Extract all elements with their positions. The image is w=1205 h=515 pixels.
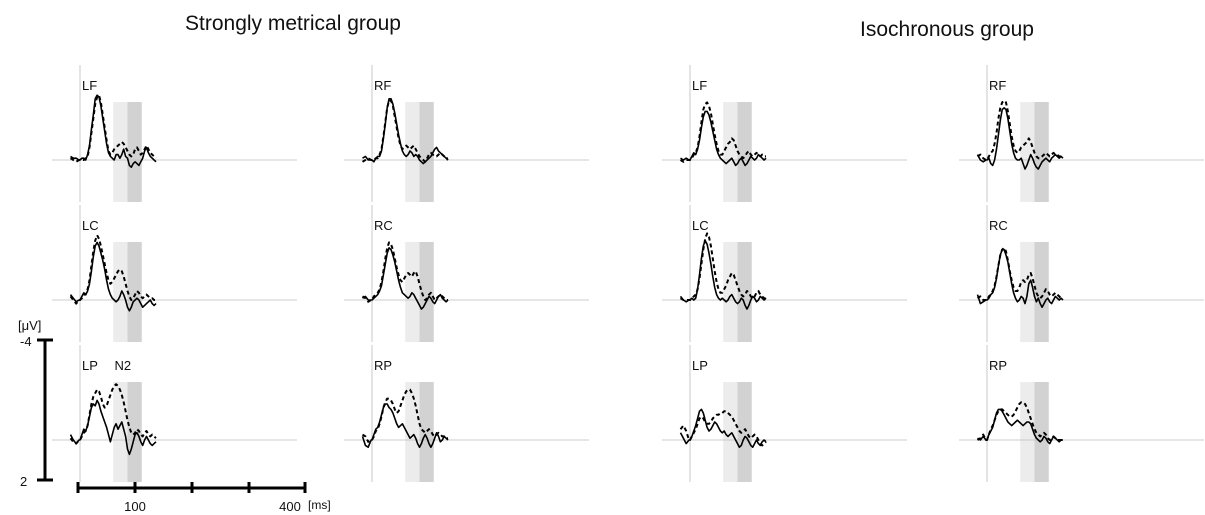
trace-solid-strong-RC: [362, 247, 449, 310]
trace-dashed-iso-RF: [976, 99, 1064, 161]
trace-solid-iso-RF: [976, 107, 1064, 170]
trace-solid-strong-RP: [361, 403, 449, 448]
electrode-label-strong-LC: LC: [82, 218, 99, 233]
trace-dashed-strong-RC: [361, 241, 448, 303]
trace-solid-iso-LP: [679, 408, 767, 448]
x-unit-label: [ms]: [308, 498, 331, 512]
window-dark-strong-RF: [419, 102, 434, 202]
trace-dashed-iso-LP: [679, 410, 767, 447]
window-light-strong-RC: [405, 242, 420, 342]
electrode-label-strong-LP: LP: [82, 358, 98, 373]
window-dark-iso-LF: [737, 102, 752, 202]
electrode-label-iso-RP: RP: [989, 358, 1007, 373]
window-dark-strong-RP: [419, 382, 434, 482]
trace-dashed-strong-LC: [69, 234, 156, 305]
x-tick-label-100: 100: [124, 499, 146, 514]
electrode-label-iso-RC: RC: [989, 218, 1008, 233]
trace-dashed-strong-LP: [69, 383, 157, 445]
trace-solid-strong-LP: [69, 399, 157, 456]
electrode-label-iso-LF: LF: [692, 78, 707, 93]
electrode-label-strong-RC: RC: [374, 218, 393, 233]
window-light-strong-LP: [113, 382, 128, 482]
electrode-label-strong-RF: RF: [374, 78, 391, 93]
electrode-label-iso-LC: LC: [692, 218, 709, 233]
window-light-strong-LC: [113, 242, 128, 342]
window-dark-iso-LP: [737, 382, 752, 482]
trace-dashed-iso-LC: [679, 232, 766, 301]
trace-solid-strong-RF: [362, 98, 448, 165]
window-dark-iso-LC: [737, 242, 752, 342]
window-dark-iso-RC: [1034, 242, 1049, 342]
annotation-n2: N2: [114, 358, 131, 373]
window-light-strong-RF: [405, 102, 420, 202]
group-title-strong: Strongly metrical group: [185, 12, 401, 35]
window-light-iso-RP: [1020, 382, 1035, 482]
trace-solid-strong-LC: [69, 241, 157, 312]
window-dark-strong-RC: [419, 242, 434, 342]
window-light-strong-LF: [113, 102, 128, 202]
window-dark-iso-RP: [1034, 382, 1049, 482]
group-title-iso: Isochronous group: [860, 18, 1034, 41]
window-light-iso-LC: [723, 242, 738, 342]
trace-solid-iso-RP: [977, 408, 1063, 445]
window-dark-iso-RF: [1034, 102, 1049, 202]
trace-dashed-iso-RP: [976, 401, 1063, 441]
y-unit-label: [μV]: [18, 318, 41, 333]
trace-solid-iso-LC: [679, 239, 767, 310]
electrode-label-iso-LP: LP: [692, 358, 708, 373]
electrode-label-iso-RF: RF: [989, 78, 1006, 93]
window-light-iso-RF: [1020, 102, 1035, 202]
trace-dashed-strong-LF: [69, 94, 157, 163]
window-light-iso-LF: [723, 102, 738, 202]
trace-dashed-strong-RF: [361, 99, 449, 163]
window-light-iso-LP: [723, 382, 738, 482]
electrode-label-strong-RP: RP: [374, 358, 392, 373]
electrode-label-strong-LF: LF: [82, 78, 97, 93]
trace-solid-strong-LF: [70, 94, 157, 168]
y-tick-label-2: 2: [20, 474, 27, 489]
y-tick-label--4: -4: [20, 334, 32, 349]
window-dark-strong-LC: [127, 242, 142, 342]
trace-solid-iso-RC: [976, 248, 1064, 308]
window-light-strong-RP: [405, 382, 420, 482]
x-tick-label-400: 400: [279, 499, 301, 514]
trace-solid-iso-LF: [680, 110, 767, 167]
